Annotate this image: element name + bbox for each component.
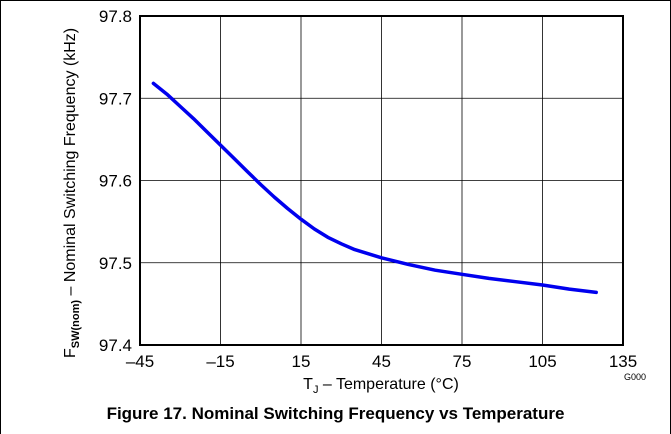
series-group [151, 81, 598, 295]
y-axis-label: FSW(nom) – Nominal Switching Frequency (… [62, 28, 82, 358]
series-line [151, 81, 598, 295]
y-tick-label: 97.7 [99, 89, 132, 108]
y-tick-label: 97.5 [99, 254, 132, 273]
x-tick-label: –15 [206, 352, 234, 371]
figure-code: G000 [624, 372, 646, 382]
x-axis-ticks: –45 –15 15 45 75 105 135 [126, 352, 637, 371]
x-tick-label: 135 [609, 352, 637, 371]
page-frame-top [0, 0, 671, 1]
y-tick-label: 97.4 [99, 336, 132, 355]
x-tick-label: 105 [528, 352, 556, 371]
page-frame-left [0, 0, 1, 434]
figure-caption: Figure 17. Nominal Switching Frequency v… [106, 404, 565, 423]
x-axis-label: TJ – Temperature (°C) [303, 376, 459, 396]
x-tick-label: –45 [126, 352, 154, 371]
line-chart: –45 –15 15 45 75 105 135 97.497.597.697.797.8 … [62, 7, 646, 396]
y-tick-label: 97.6 [99, 172, 132, 191]
y-tick-label: 97.8 [99, 7, 132, 26]
plot-area-border [139, 15, 624, 346]
y-axis-ticks: 97.4 97.5 97.6 97.7 97.8 [99, 7, 132, 355]
x-tick-label: 15 [292, 352, 311, 371]
x-tick-label: 45 [372, 352, 391, 371]
grid-lines [140, 16, 623, 345]
x-tick-label: 75 [453, 352, 472, 371]
